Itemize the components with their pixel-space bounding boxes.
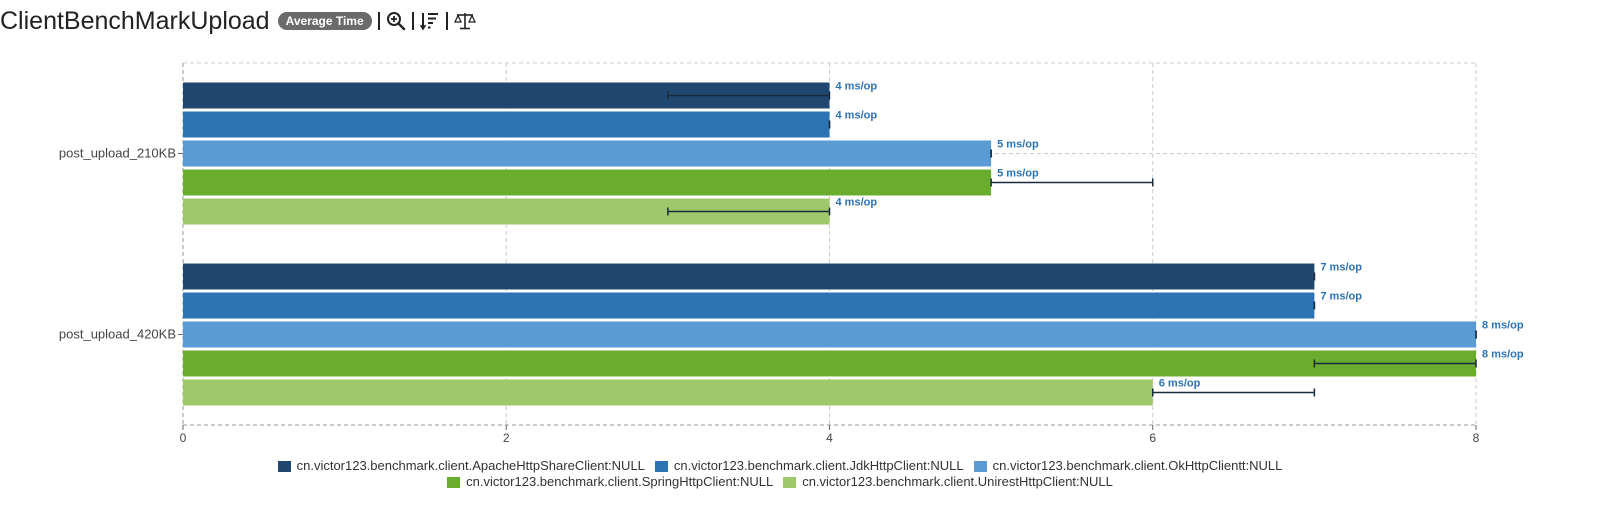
category-label: post_upload_420KB <box>59 327 176 342</box>
sort-button[interactable] <box>419 11 440 31</box>
chart-header: ClientBenchMarkUpload Average Time <box>0 4 476 38</box>
bar[interactable] <box>183 292 1315 319</box>
mode-badge[interactable]: Average Time <box>277 12 372 30</box>
x-tick-label: 6 <box>1149 431 1156 445</box>
data-label: 7 ms/op <box>1320 291 1362 303</box>
toolbar-divider <box>445 12 448 30</box>
data-label: 8 ms/op <box>1482 320 1524 332</box>
data-label: 8 ms/op <box>1482 349 1524 361</box>
data-label: 6 ms/op <box>1159 378 1201 390</box>
data-label: 4 ms/op <box>836 197 878 209</box>
legend-item[interactable]: cn.victor123.benchmark.client.OkHttpClie… <box>973 458 1283 474</box>
data-label: 7 ms/op <box>1320 262 1362 274</box>
legend-label: cn.victor123.benchmark.client.ApacheHttp… <box>296 458 645 473</box>
data-label: 5 ms/op <box>997 139 1039 151</box>
bar[interactable] <box>183 350 1476 377</box>
bar[interactable] <box>183 263 1315 290</box>
zoom-in-button[interactable] <box>386 11 406 31</box>
legend-item[interactable]: cn.victor123.benchmark.client.JdkHttpCli… <box>654 458 964 474</box>
page-title: ClientBenchMarkUpload <box>0 6 270 35</box>
legend-row: cn.victor123.benchmark.client.SpringHttp… <box>0 474 1560 490</box>
toolbar-divider <box>411 12 414 30</box>
legend-item[interactable]: cn.victor123.benchmark.client.ApacheHttp… <box>277 458 645 474</box>
bar[interactable] <box>183 140 992 167</box>
legend-label: cn.victor123.benchmark.client.UnirestHtt… <box>802 474 1113 489</box>
toolbar-divider <box>377 12 380 30</box>
legend-swatch <box>654 460 668 472</box>
compare-icon <box>453 13 476 30</box>
legend-swatch <box>277 460 291 472</box>
compare-button[interactable] <box>453 11 476 31</box>
data-label: 4 ms/op <box>836 81 878 93</box>
legend-label: cn.victor123.benchmark.client.OkHttpClie… <box>992 458 1283 473</box>
legend-label: cn.victor123.benchmark.client.SpringHttp… <box>466 474 774 489</box>
x-tick-label: 4 <box>826 431 833 445</box>
legend-item[interactable]: cn.victor123.benchmark.client.SpringHttp… <box>447 474 773 490</box>
legend-swatch <box>973 460 987 472</box>
legend-row: cn.victor123.benchmark.client.ApacheHttp… <box>0 458 1560 474</box>
bar-chart: 0 2 4 6 8 post_upload_210KB 4 ms/op 4 ms/op 5 ms… <box>59 62 1524 445</box>
data-label: 4 ms/op <box>836 110 878 122</box>
legend-swatch <box>783 476 797 488</box>
legend-swatch <box>447 476 461 488</box>
bar[interactable] <box>183 169 992 196</box>
category-label: post_upload_210KB <box>59 146 176 161</box>
sort-icon <box>419 13 438 31</box>
x-tick-label: 2 <box>503 431 510 445</box>
zoom-in-icon <box>386 12 405 31</box>
data-label: 5 ms/op <box>997 168 1039 180</box>
bar[interactable] <box>183 111 830 138</box>
x-tick-label: 8 <box>1473 431 1480 445</box>
chart-legend: cn.victor123.benchmark.client.ApacheHttp… <box>0 458 1560 490</box>
bar[interactable] <box>183 379 1153 406</box>
bar[interactable] <box>183 321 1476 348</box>
x-tick-label: 0 <box>180 431 187 445</box>
legend-label: cn.victor123.benchmark.client.JdkHttpCli… <box>673 458 964 473</box>
legend-item[interactable]: cn.victor123.benchmark.client.UnirestHtt… <box>783 474 1113 490</box>
